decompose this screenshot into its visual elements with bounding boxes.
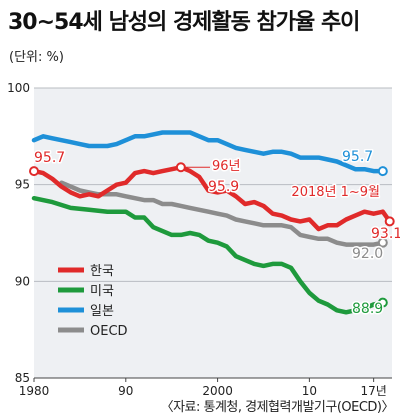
x-tick-label: 17년 bbox=[360, 384, 386, 398]
korea-1980-label-halo: 95.7 bbox=[34, 150, 65, 166]
y-tick-label: 90 bbox=[15, 274, 30, 288]
legend-label: 일본 bbox=[90, 304, 114, 319]
series-line-1 bbox=[31, 195, 386, 315]
x-tick-label: 10 bbox=[302, 384, 317, 398]
y-axis: 100 95 90 85 bbox=[7, 81, 30, 385]
legend-label: 미국 bbox=[90, 284, 114, 299]
y-tick-label: 100 bbox=[7, 81, 30, 95]
japan-end-label-halo: 95.7 bbox=[342, 149, 373, 165]
usa-end-label-halo: 88.9 bbox=[352, 301, 383, 317]
y-tick-label: 95 bbox=[15, 178, 30, 192]
x-axis: 1980 90 2000 10 17년 bbox=[19, 377, 392, 398]
x-tick-label: 90 bbox=[118, 384, 133, 398]
series-line-2 bbox=[31, 130, 386, 174]
y-tick-label: 85 bbox=[15, 371, 30, 385]
source-note: 〈자료: 통계청, 경제협력개발기구(OECD)〉 bbox=[160, 400, 395, 415]
korea-1980-label: 95.7 bbox=[34, 150, 65, 166]
series-line-0 bbox=[31, 165, 392, 232]
unit-label: (단위: %) bbox=[9, 50, 64, 65]
chart-title: 30~54세 남성의 경제활동 참가율 추이 bbox=[8, 10, 360, 35]
x-tick-label: 2000 bbox=[202, 384, 233, 398]
series-marker bbox=[377, 237, 388, 248]
legend-label: OECD bbox=[90, 324, 128, 339]
japan-end-label: 95.7 bbox=[342, 149, 373, 165]
plot-area bbox=[34, 88, 392, 378]
series-marker bbox=[29, 166, 39, 177]
series-lines bbox=[31, 130, 392, 315]
series-marker bbox=[377, 297, 388, 308]
oecd-end-label: 92.0 bbox=[352, 246, 383, 262]
usa-end-label: 88.9 bbox=[352, 301, 383, 317]
korea-2018-period-label: 2018년 1~9월 bbox=[291, 185, 380, 200]
legend-label: 한국 bbox=[90, 264, 114, 279]
x-tick-label: 1980 bbox=[19, 384, 50, 398]
series-marker bbox=[384, 216, 395, 227]
korea-1996-value-label-halo: 95.9 bbox=[208, 179, 239, 195]
korea-end-label: 93.1 bbox=[371, 226, 400, 242]
oecd-end-label-halo: 92.0 bbox=[352, 246, 383, 262]
korea-1996-year-label: 96년 bbox=[212, 159, 241, 174]
korea-1996-year-label-halo: 96년 bbox=[212, 159, 241, 174]
series-marker bbox=[377, 166, 388, 177]
korea-1996-value-label: 95.9 bbox=[208, 179, 239, 195]
korea-2018-period-label-halo: 2018년 1~9월 bbox=[291, 185, 380, 200]
series-line-3 bbox=[59, 180, 386, 247]
series-marker bbox=[175, 162, 186, 173]
korea-end-label-halo: 93.1 bbox=[371, 226, 400, 242]
